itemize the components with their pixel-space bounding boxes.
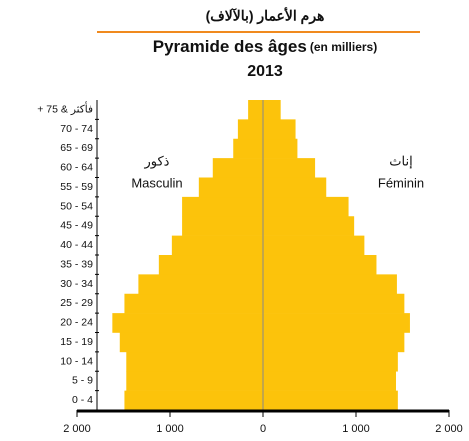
bar: [263, 332, 405, 353]
bar: [263, 274, 397, 295]
y-tick-label: 65 - 69: [60, 142, 93, 154]
chart-subtitle: Pyramide des âges (en milliers): [153, 37, 377, 56]
y-tick-label: 15 - 19: [60, 336, 93, 348]
y-tick-label: 25 - 29: [60, 297, 93, 309]
bar: [182, 196, 263, 217]
year-label: 2013: [247, 63, 283, 80]
bar: [263, 293, 405, 314]
y-tick-label: 35 - 39: [60, 258, 93, 270]
chart-title: Pyramide des âges: [153, 37, 307, 56]
bar: [248, 100, 263, 120]
y-tick-label: 60 - 64: [60, 162, 93, 174]
bar: [158, 255, 263, 275]
y-tick-label: 50 - 54: [60, 200, 93, 212]
annotation: Masculin: [131, 175, 182, 190]
bar: [126, 351, 263, 372]
bar: [263, 313, 410, 333]
bar: [263, 177, 327, 198]
bar: [263, 100, 281, 120]
x-tick-label: 1 000: [342, 423, 370, 435]
bar: [119, 332, 263, 353]
y-tick-label: 0 - 4: [72, 394, 93, 406]
y-tick-label: + 75 & فأكثر: [37, 101, 93, 115]
y-tick-label: 30 - 34: [60, 278, 93, 290]
bar: [263, 235, 365, 256]
bar: [263, 216, 355, 236]
y-tick-label: 10 - 14: [60, 355, 93, 367]
bar: [263, 351, 398, 372]
bar: [263, 390, 398, 411]
chart-title-ar: هرم الأعمار (بالآلاف): [206, 7, 325, 25]
bar: [138, 274, 263, 295]
bar: [263, 138, 298, 159]
annotation: إناث: [389, 153, 412, 169]
bar: [237, 119, 263, 140]
bar: [182, 216, 263, 236]
unit-label: (en milliers): [310, 40, 377, 54]
bar: [171, 235, 263, 256]
bar: [263, 255, 377, 275]
x-tick-label: 0: [260, 423, 266, 435]
y-tick-label: 5 - 9: [72, 375, 93, 387]
bar: [263, 196, 349, 217]
bar: [263, 158, 316, 178]
x-tick-label: 2 000: [435, 423, 463, 435]
bar: [233, 138, 263, 159]
bar: [263, 119, 296, 140]
annotation: ذكور: [144, 153, 170, 169]
y-tick-label: 20 - 24: [60, 317, 93, 329]
bar: [112, 313, 263, 333]
bar: [126, 371, 263, 391]
annotation: Féminin: [378, 175, 424, 190]
bar: [212, 158, 263, 178]
y-tick-label: 70 - 74: [60, 123, 93, 135]
bar: [198, 177, 263, 198]
bar: [124, 293, 264, 314]
x-tick-label: 1 000: [156, 423, 184, 435]
y-tick-label: 55 - 59: [60, 181, 93, 193]
x-tick-label: 2 000: [63, 423, 91, 435]
bar: [263, 371, 396, 391]
y-tick-label: 40 - 44: [60, 239, 93, 251]
y-tick-label: 45 - 49: [60, 220, 93, 232]
bar: [124, 390, 264, 411]
